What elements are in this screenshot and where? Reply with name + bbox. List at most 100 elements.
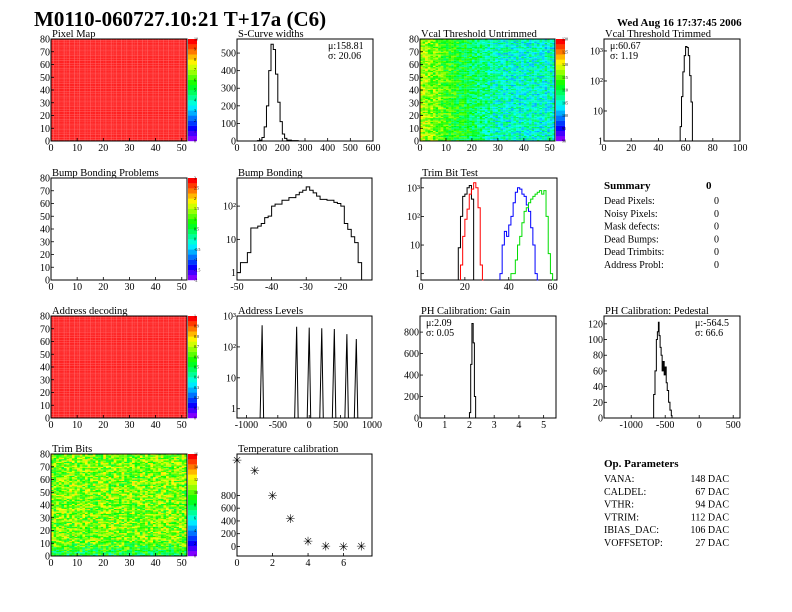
heatmap-cell (87, 123, 91, 125)
heatmap-cell (132, 133, 135, 135)
heatmap-cell (145, 61, 148, 64)
heatmap-cell (95, 139, 99, 142)
heatmap-cell (435, 129, 439, 131)
heatmap-cell (173, 58, 177, 60)
heatmap-cell (69, 74, 73, 77)
heatmap-cell (153, 61, 156, 64)
heatmap-cell (432, 138, 436, 140)
heatmap-cell (173, 50, 177, 52)
heatmap-cell (176, 61, 180, 64)
heatmap-cell (105, 100, 109, 102)
heatmap-cell (166, 42, 169, 45)
heatmap-cell (171, 123, 175, 125)
heatmap-cell (134, 133, 138, 135)
heatmap-cell (173, 87, 177, 89)
heatmap-cell (438, 70, 441, 73)
heatmap-cell (160, 75, 164, 78)
heatmap-cell (179, 110, 182, 112)
heatmap-cell (147, 65, 151, 68)
timestamp: Wed Aug 16 17:37:45 2006 (617, 17, 742, 29)
heatmap-cell (179, 124, 182, 126)
heatmap-cell (82, 125, 86, 128)
heatmap-cell (98, 83, 101, 86)
heatmap-cell (105, 139, 109, 142)
heatmap-cell (58, 105, 62, 107)
heatmap-cell (61, 121, 65, 124)
heatmap-cell (430, 44, 434, 46)
heatmap-cell (124, 126, 127, 129)
heatmap-cell (121, 114, 125, 116)
heatmap-cell (92, 125, 96, 128)
heatmap-cell (181, 63, 185, 65)
heatmap-cell (166, 87, 169, 89)
heatmap-cell (179, 69, 182, 71)
heatmap-cell (58, 126, 62, 129)
heatmap-cell (79, 72, 83, 74)
heatmap-cell (145, 45, 148, 47)
heatmap-cell (158, 91, 161, 93)
heatmap-cell (82, 59, 86, 61)
heatmap-cell (422, 88, 426, 91)
heatmap-cell (105, 78, 109, 80)
heatmap-cell (139, 67, 143, 69)
heatmap-cell (163, 123, 167, 125)
heatmap-cell (77, 129, 80, 131)
heatmap-cell (427, 90, 431, 92)
heatmap-cell (438, 68, 441, 70)
heatmap-cell (438, 69, 441, 71)
heatmap-cell (119, 137, 122, 139)
heatmap-cell (51, 115, 54, 117)
heatmap-cell (420, 77, 423, 79)
heatmap-cell (168, 114, 172, 116)
heatmap-cell (427, 51, 431, 54)
heatmap-cell (137, 84, 141, 87)
heatmap-cell (53, 121, 57, 124)
heatmap-cell (142, 133, 146, 135)
heatmap-cell (85, 40, 88, 42)
heatmap-cell (79, 107, 83, 110)
heatmap-cell (176, 128, 180, 130)
heatmap-cell (113, 46, 117, 49)
heatmap-cell (430, 93, 434, 96)
heatmap-cell (430, 82, 434, 84)
heatmap-cell (66, 133, 70, 135)
heatmap-cell (168, 134, 172, 137)
heatmap-cell (108, 87, 112, 89)
heatmap-cell (153, 118, 156, 120)
heatmap-cell (142, 63, 146, 65)
heatmap-cell (422, 93, 426, 96)
heatmap-cell (108, 64, 112, 66)
heatmap-cell (69, 93, 73, 96)
heatmap-cell (438, 65, 441, 68)
heatmap-cell (87, 105, 91, 107)
heatmap-cell (100, 120, 104, 122)
heatmap-cell (108, 54, 112, 56)
heatmap-cell (440, 120, 444, 122)
heatmap-cell (92, 63, 96, 65)
heatmap-cell (181, 132, 185, 134)
heatmap-cell (61, 67, 65, 69)
heatmap-cell (158, 134, 161, 137)
heatmap-cell (132, 115, 135, 117)
heatmap-cell (51, 102, 54, 105)
heatmap-cell (176, 105, 180, 107)
heatmap-cell (176, 72, 180, 74)
heatmap-cell (158, 46, 161, 49)
heatmap-cell (51, 64, 54, 66)
heatmap-cell (82, 129, 86, 131)
heatmap-cell (427, 65, 431, 68)
heatmap-cell (126, 83, 130, 86)
heatmap-cell (74, 70, 78, 73)
heatmap-cell (77, 125, 80, 128)
heatmap-cell (420, 63, 423, 65)
heatmap-cell (440, 115, 444, 117)
heatmap-cell (168, 97, 172, 100)
heatmap-cell (427, 107, 431, 110)
heatmap-cell (92, 118, 96, 120)
heatmap-cell (132, 45, 135, 47)
heatmap-cell (134, 90, 138, 92)
heatmap-cell (119, 45, 122, 47)
heatmap-cell (98, 55, 101, 57)
heatmap-cell (105, 51, 109, 54)
heatmap-cell (61, 42, 65, 45)
